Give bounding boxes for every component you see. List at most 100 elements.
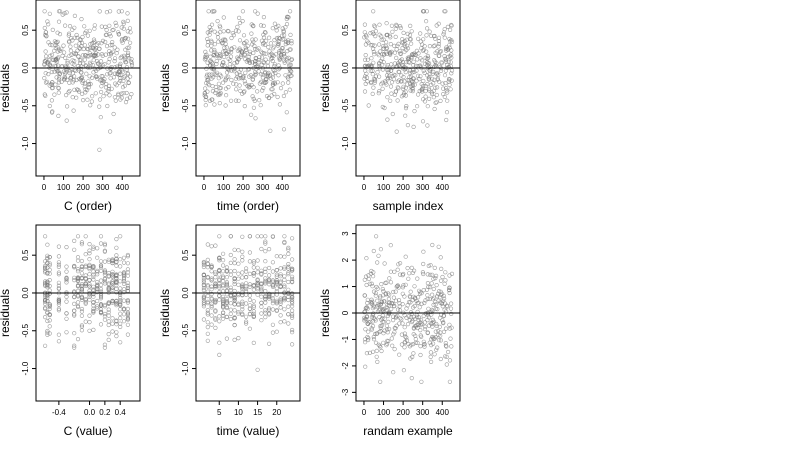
data-point [214,70,219,75]
data-point [282,254,287,259]
data-point [72,35,77,40]
data-point [87,284,92,289]
data-point [430,297,436,302]
data-point [433,36,438,41]
data-point [401,86,406,91]
data-point [439,266,444,272]
data-point [214,72,219,77]
data-point [401,40,406,45]
data-point [393,315,399,320]
data-point [224,336,229,341]
data-point [369,281,374,286]
data-point [366,273,371,278]
data-point [228,307,233,312]
data-point [56,286,62,291]
data-point [366,329,371,334]
data-point [118,234,123,239]
data-point [251,74,256,79]
data-point [447,379,453,384]
data-point [363,57,368,63]
data-point [121,255,127,260]
data-point [68,48,73,53]
data-point [411,52,416,57]
data-point [434,283,439,288]
data-point [445,62,450,68]
data-point [126,80,131,86]
data-point [232,322,237,328]
y-tick-label: -1.0 [341,136,350,150]
data-point [63,55,68,61]
data-point [42,299,48,304]
data-point [265,60,271,65]
data-point [419,301,424,306]
data-point [251,265,256,270]
data-point [395,85,400,90]
data-point [423,94,428,99]
data-point [75,255,81,260]
data-point [216,76,221,81]
data-point [448,27,453,33]
data-point [78,57,83,62]
data-point [449,55,454,60]
data-point [221,284,226,289]
data-point [425,330,430,335]
data-point [102,317,107,322]
data-point [415,325,420,331]
y-tick-label: 3 [341,231,350,236]
data-point [440,291,445,296]
data-point [66,31,72,36]
data-point [79,76,84,81]
data-point [257,81,263,86]
data-point [279,52,284,58]
data-point [274,25,279,30]
data-point [91,244,96,249]
data-point [258,23,264,28]
data-point [362,318,367,323]
data-point [418,344,423,349]
data-point [256,57,261,63]
data-point [102,270,107,275]
data-point [45,279,50,284]
data-point [224,51,229,57]
data-point [59,79,64,84]
data-point [237,38,243,43]
data-point [286,294,291,299]
data-point [422,300,427,306]
data-point [87,262,92,267]
data-point [282,58,287,63]
data-point [92,66,97,71]
data-point [418,290,423,295]
data-point [285,56,290,61]
data-point [87,242,92,247]
data-point [270,278,276,283]
data-point [93,53,99,59]
data-point [370,349,376,354]
data-point [385,330,390,335]
data-point [78,75,84,80]
data-point [120,85,126,90]
data-point [121,312,127,317]
data-point [47,303,52,308]
data-point [42,265,48,270]
data-point [270,75,276,80]
data-point [410,70,415,75]
data-point [125,306,130,312]
data-point [426,306,431,311]
data-point [125,311,130,316]
data-point [410,88,415,94]
data-point [223,103,228,108]
data-point [118,257,123,262]
data-point [436,298,441,303]
x-tick-label: 0 [362,183,367,192]
data-point [282,239,287,245]
data-point [375,286,380,291]
data-point [380,86,385,91]
data-point [221,263,226,268]
data-point [429,33,434,39]
data-point [217,285,222,290]
data-point [114,280,119,286]
data-point [75,275,81,280]
data-point [73,43,78,48]
data-point [49,69,55,75]
data-point [56,254,62,259]
